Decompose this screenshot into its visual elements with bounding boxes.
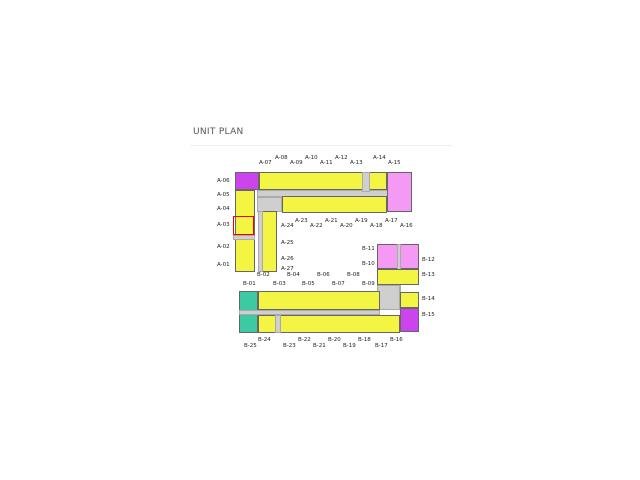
unit-label-a-03[interactable]: A-03 xyxy=(217,222,230,228)
unit-label-a-19[interactable]: A-19 xyxy=(355,218,368,224)
stair-a[interactable] xyxy=(362,172,370,192)
unit-label-b-17[interactable]: B-17 xyxy=(375,343,388,349)
corridor-a-second[interactable] xyxy=(258,211,263,272)
unit-label-a-25[interactable]: A-25 xyxy=(281,240,294,246)
unit-label-b-22[interactable]: B-22 xyxy=(298,337,311,343)
unit-label-b-04[interactable]: B-04 xyxy=(287,272,300,278)
unit-label-b-24[interactable]: B-24 xyxy=(258,337,271,343)
unit-label-b-07[interactable]: B-07 xyxy=(332,281,345,287)
unit-label-b-02[interactable]: B-02 xyxy=(257,272,270,278)
unit-label-b-20[interactable]: B-20 xyxy=(328,337,341,343)
unit-label-b-15[interactable]: B-15 xyxy=(422,312,435,318)
unit-label-a-02[interactable]: A-02 xyxy=(217,244,230,250)
corridor-a-left[interactable] xyxy=(233,235,255,240)
unit-b-15[interactable] xyxy=(400,308,419,332)
unit-label-b-18[interactable]: B-18 xyxy=(358,337,371,343)
unit-label-b-13[interactable]: B-13 xyxy=(422,272,435,278)
units-b-10-b-13[interactable] xyxy=(377,269,419,285)
unit-label-a-05[interactable]: A-05 xyxy=(217,192,230,198)
a-middle-row[interactable] xyxy=(282,196,387,213)
unit-label-a-13[interactable]: A-13 xyxy=(350,160,363,166)
unit-label-a-07[interactable]: A-07 xyxy=(259,160,272,166)
unit-label-a-14[interactable]: A-14 xyxy=(373,155,386,161)
unit-label-b-16[interactable]: B-16 xyxy=(390,337,403,343)
unit-label-b-14[interactable]: B-14 xyxy=(422,296,435,302)
unit-label-a-08[interactable]: A-08 xyxy=(275,155,288,161)
unit-a-06[interactable] xyxy=(235,172,259,190)
unit-label-a-11[interactable]: A-11 xyxy=(320,160,333,166)
units-a-15-a-16[interactable] xyxy=(387,172,412,212)
unit-label-b-03[interactable]: B-03 xyxy=(273,281,286,287)
unit-label-a-15[interactable]: A-15 xyxy=(388,160,401,166)
unit-label-b-06[interactable]: B-06 xyxy=(317,272,330,278)
corridor-b[interactable] xyxy=(239,310,380,315)
unit-label-a-22[interactable]: A-22 xyxy=(310,223,323,229)
unit-label-a-01[interactable]: A-01 xyxy=(217,262,230,268)
unit-label-a-18[interactable]: A-18 xyxy=(370,223,383,229)
lobby-b[interactable] xyxy=(377,285,400,310)
unit-label-a-23[interactable]: A-23 xyxy=(295,218,308,224)
unit-label-a-26[interactable]: A-26 xyxy=(281,256,294,262)
unit-label-b-19[interactable]: B-19 xyxy=(343,343,356,349)
unit-label-a-27[interactable]: A-27 xyxy=(281,266,294,272)
selected-unit-highlight xyxy=(233,216,254,235)
unit-label-a-24[interactable]: A-24 xyxy=(281,223,294,229)
lobby-a[interactable] xyxy=(257,197,282,212)
unit-label-b-08[interactable]: B-08 xyxy=(347,272,360,278)
unit-label-b-09[interactable]: B-09 xyxy=(362,281,375,287)
a-left-column[interactable] xyxy=(235,190,255,272)
unit-label-b-23[interactable]: B-23 xyxy=(283,343,296,349)
unit-label-b-05[interactable]: B-05 xyxy=(302,281,315,287)
b-bottom-row[interactable] xyxy=(258,315,400,333)
unit-label-a-16[interactable]: A-16 xyxy=(400,223,413,229)
unit-label-b-01[interactable]: B-01 xyxy=(243,281,256,287)
unit-label-a-10[interactable]: A-10 xyxy=(305,155,318,161)
unit-label-a-17[interactable]: A-17 xyxy=(385,218,398,224)
unit-label-a-21[interactable]: A-21 xyxy=(325,218,338,224)
divider xyxy=(190,145,452,146)
unit-label-b-11[interactable]: B-11 xyxy=(362,246,375,252)
unit-label-b-25[interactable]: B-25 xyxy=(244,343,257,349)
b-top-row[interactable] xyxy=(258,291,380,310)
unit-label-a-20[interactable]: A-20 xyxy=(340,223,353,229)
unit-label-a-04[interactable]: A-04 xyxy=(217,206,230,212)
unit-label-b-21[interactable]: B-21 xyxy=(313,343,326,349)
unit-label-b-12[interactable]: B-12 xyxy=(422,257,435,263)
unit-b-14[interactable] xyxy=(400,292,419,308)
unit-label-a-06[interactable]: A-06 xyxy=(217,178,230,184)
page-title: UNIT PLAN xyxy=(193,127,244,137)
a-top-row[interactable] xyxy=(259,172,387,190)
unit-label-b-10[interactable]: B-10 xyxy=(362,261,375,267)
unit-label-a-09[interactable]: A-09 xyxy=(290,160,303,166)
stair-b[interactable] xyxy=(275,315,281,333)
unit-label-a-12[interactable]: A-12 xyxy=(335,155,348,161)
